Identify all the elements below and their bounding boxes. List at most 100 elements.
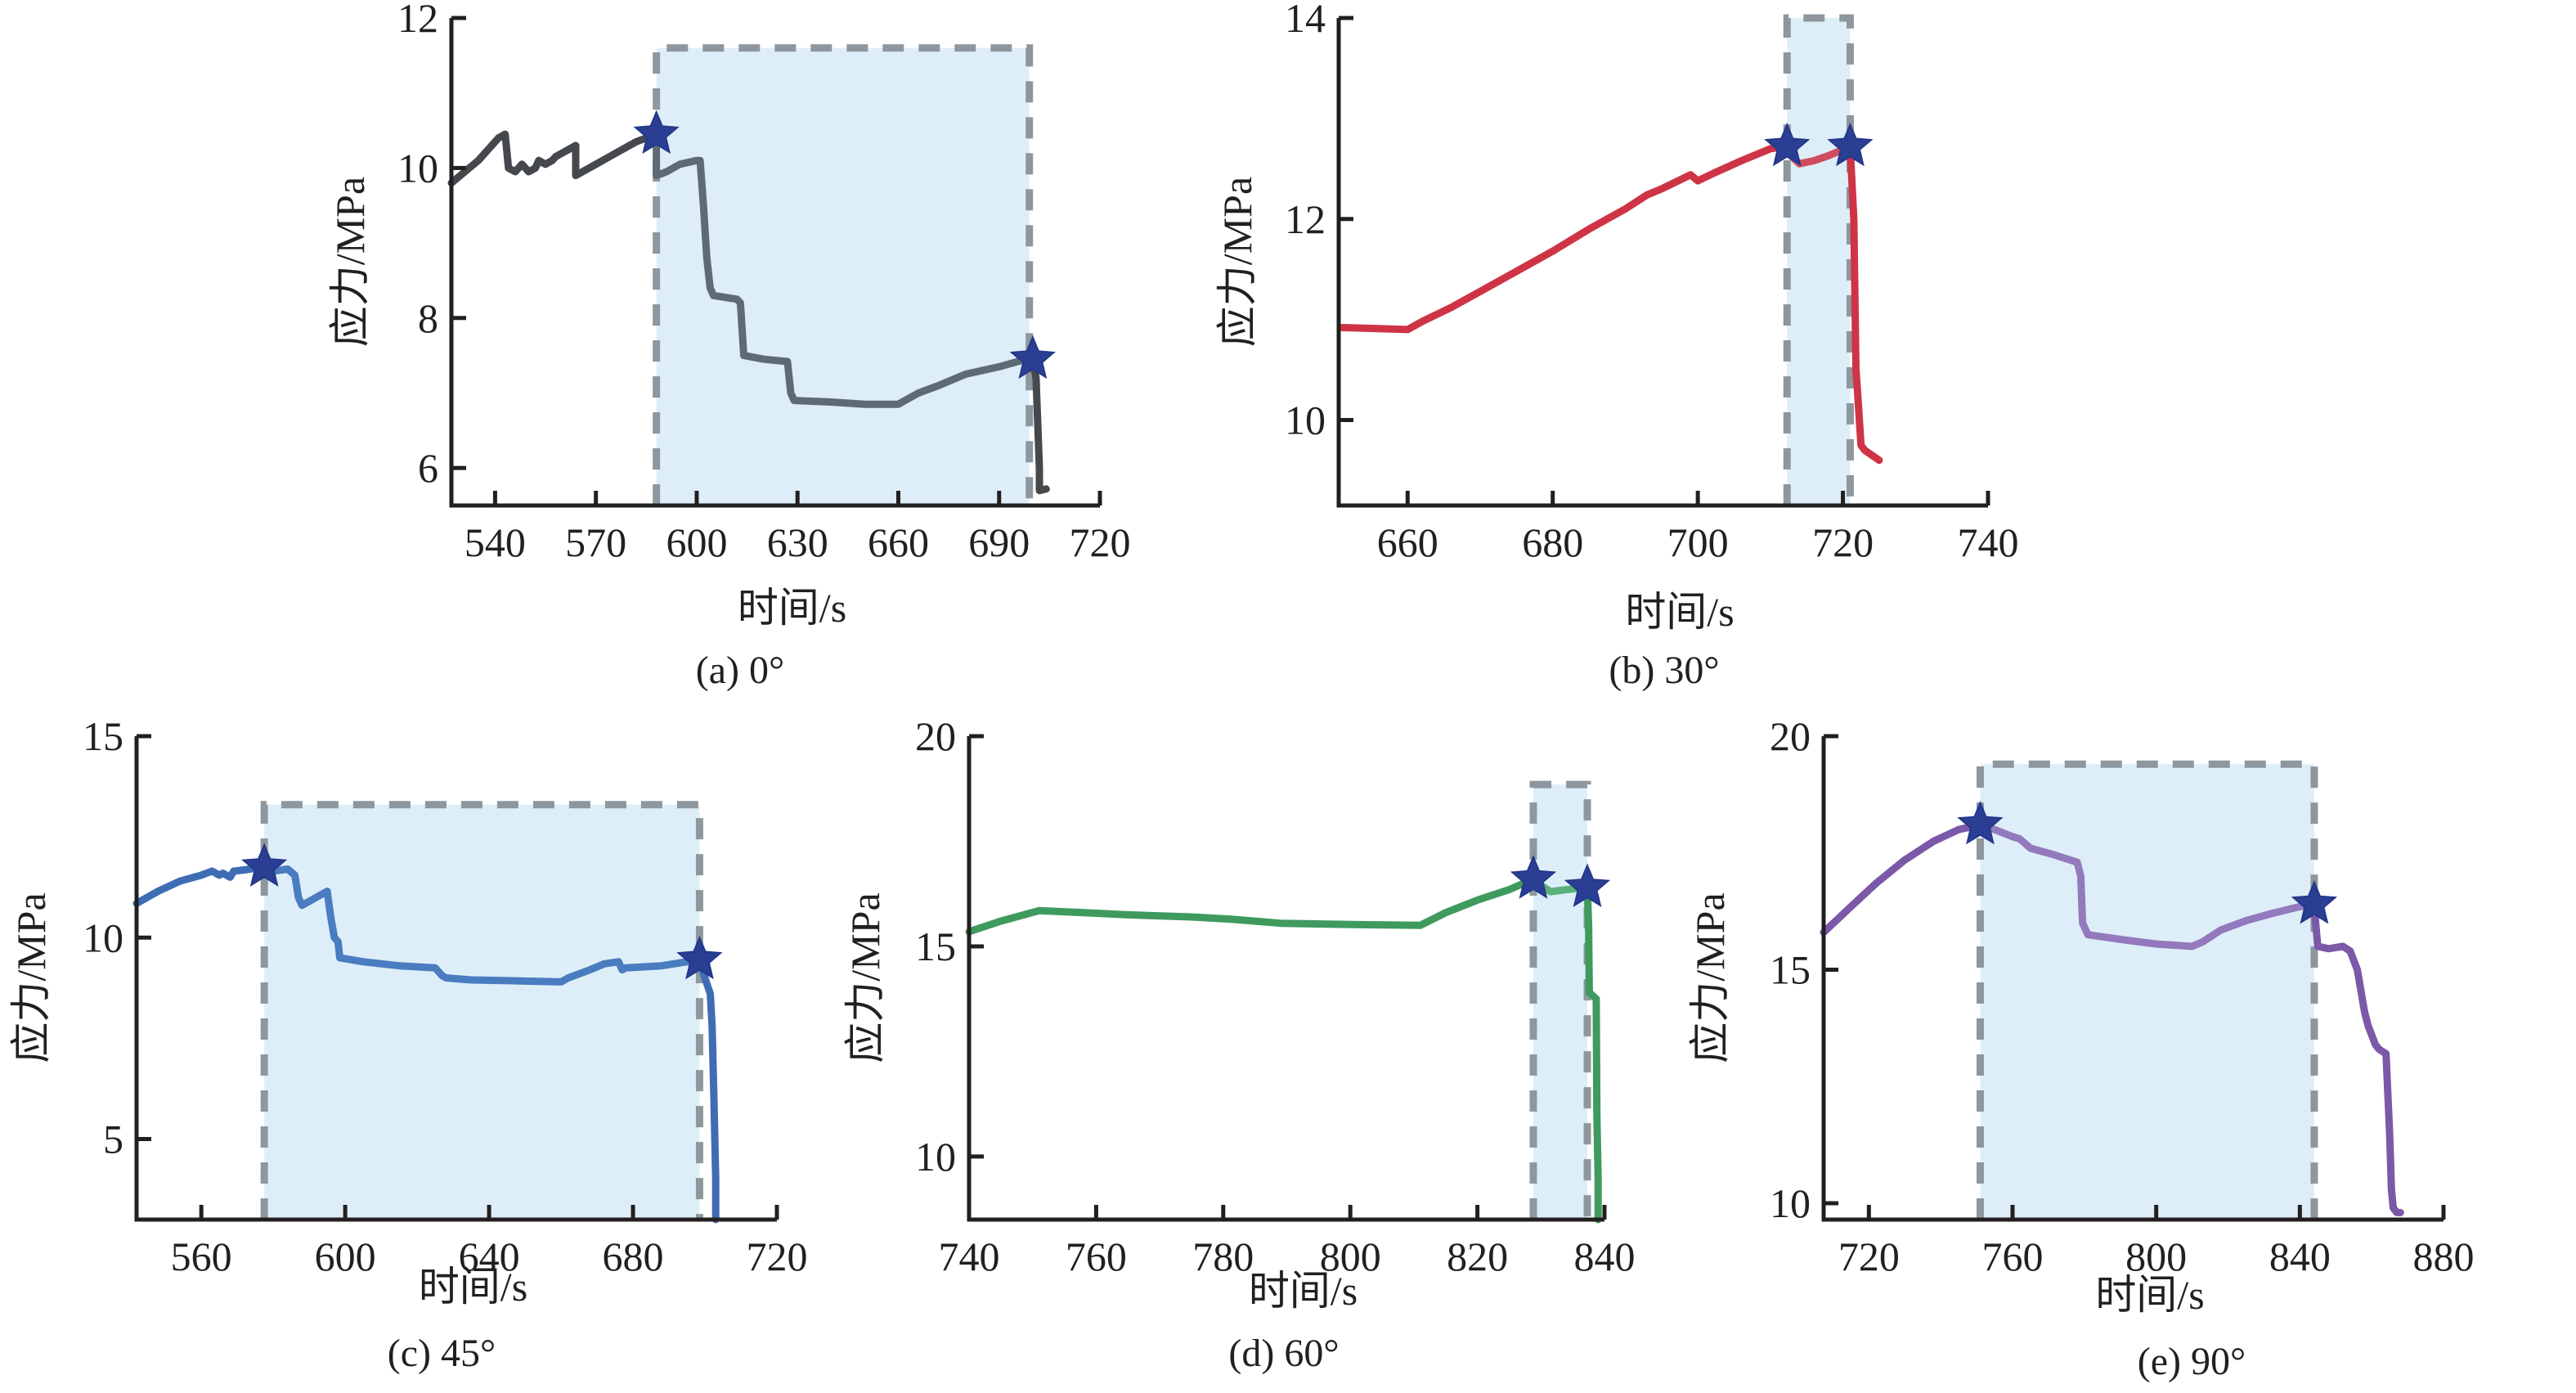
panel-caption: (e) 90° (2138, 1340, 2246, 1383)
x-tick-label: 630 (767, 519, 828, 565)
shaded-region (1787, 18, 1851, 506)
star-marker (633, 110, 680, 155)
panel-d-60-degree: 10 15 20 740 760 780 800 820 840 时间/s 应力/MPa (d) 60… (842, 713, 1636, 1375)
x-tick-label: 820 (1447, 1233, 1508, 1279)
y-tick-label: 14 (1285, 0, 1326, 41)
axes-frame (134, 736, 777, 1222)
y-axis-title: 应力/MPa (8, 892, 54, 1063)
x-tick-label: 660 (1377, 519, 1438, 565)
series-line-post (1029, 355, 1050, 495)
x-axis-title: 时间/s (419, 1264, 527, 1310)
star-marker (676, 935, 723, 980)
series-line-pre (1820, 821, 1984, 937)
series-line-window (1977, 821, 2318, 950)
axes-frame (967, 736, 1604, 1222)
x-tick-label: 640 (459, 1233, 520, 1279)
x-tick-label: 700 (1667, 519, 1729, 565)
y-tick-label: 20 (915, 713, 956, 759)
panel-caption: (a) 0° (696, 649, 784, 692)
y-tick-label: 10 (1285, 398, 1326, 443)
y-axis-title: 应力/MPa (327, 177, 373, 347)
panel-a-0-degree: 6 8 10 12 540 570 600 630 660 690 720 时间/s 应力/MPa (a)… (327, 0, 1131, 692)
panel-caption: (b) 30° (1609, 649, 1719, 692)
shaded-region (1533, 784, 1588, 1220)
x-tick-label: 600 (666, 519, 727, 565)
y-tick-label: 10 (397, 145, 438, 191)
y-tick-label: 15 (83, 713, 123, 759)
series-line-pre (965, 875, 1537, 936)
x-tick-label: 680 (603, 1233, 664, 1279)
panel-caption: (d) 60° (1228, 1332, 1339, 1375)
y-tick-label: 20 (1770, 713, 1811, 759)
axes-frame (1821, 736, 2444, 1222)
x-tick-label: 740 (939, 1233, 1000, 1279)
shaded-region (656, 47, 1030, 506)
y-tick-label: 15 (1770, 947, 1811, 993)
x-tick-label: 540 (464, 519, 526, 565)
y-tick-label: 10 (83, 914, 123, 960)
shaded-region-border (260, 801, 703, 1220)
x-tick-label: 880 (2413, 1233, 2475, 1279)
x-axis-title: 时间/s (1625, 589, 1734, 635)
x-tick-label: 720 (1838, 1233, 1900, 1279)
shaded-region-border (1529, 780, 1591, 1220)
x-tick-label: 780 (1192, 1233, 1254, 1279)
x-tick-label: 560 (171, 1233, 232, 1279)
y-tick-label: 8 (418, 295, 438, 341)
y-tick-label: 12 (1285, 196, 1326, 242)
x-tick-label: 840 (2269, 1233, 2331, 1279)
y-tick-label: 12 (397, 0, 438, 41)
axes-frame (449, 18, 1100, 508)
y-tick-label: 10 (915, 1134, 956, 1180)
star-marker (2291, 879, 2338, 924)
series-line-pre (132, 863, 268, 907)
x-tick-label: 760 (1066, 1233, 1127, 1279)
x-tick-label: 720 (747, 1233, 808, 1279)
y-tick-label: 6 (418, 445, 438, 491)
x-tick-label: 800 (1320, 1233, 1381, 1279)
x-tick-label: 800 (2125, 1233, 2187, 1279)
y-axis-title: 应力/MPa (842, 892, 888, 1063)
series-line-window (260, 863, 703, 986)
series-line-post (1583, 883, 1602, 1224)
x-tick-label: 600 (315, 1233, 376, 1279)
x-tick-label: 690 (968, 519, 1030, 565)
series-line-post (2310, 901, 2404, 1216)
x-tick-label: 680 (1522, 519, 1583, 565)
star-marker (1764, 122, 1811, 167)
series-line-post (695, 955, 720, 1224)
star-marker (1957, 800, 2004, 845)
x-axis-title: 时间/s (738, 585, 846, 631)
series-line-pre (447, 130, 661, 187)
y-tick-label: 5 (103, 1117, 123, 1162)
panel-e-90-degree: 10 15 20 720 760 800 840 880 时间/s 应力/MPa (e) 90° (1687, 713, 2475, 1383)
x-tick-label: 570 (565, 519, 626, 565)
series-line-pre (1338, 142, 1791, 334)
panel-caption: (c) 45° (388, 1332, 496, 1375)
x-tick-label: 720 (1070, 519, 1131, 565)
axes-frame (1336, 18, 1988, 508)
shaded-region-border (1976, 760, 2318, 1220)
shaded-region-border (653, 44, 1034, 506)
y-tick-label: 15 (915, 923, 956, 969)
y-axis-title: 应力/MPa (1687, 892, 1733, 1063)
star-marker (1827, 122, 1874, 167)
series-line-post (1846, 142, 1883, 465)
x-axis-title: 时间/s (2095, 1272, 2204, 1318)
star-marker (1009, 335, 1056, 380)
x-tick-label: 840 (1574, 1233, 1636, 1279)
x-tick-label: 660 (868, 519, 929, 565)
series-line-window (653, 130, 1037, 408)
y-axis-title: 应力/MPa (1214, 177, 1260, 347)
star-marker (1510, 855, 1557, 899)
panel-c-45-degree: 5 10 15 560 600 640 680 720 时间/s 应力/MPa (c) 45° (8, 713, 808, 1375)
shaded-region (264, 804, 700, 1220)
shaded-region (1980, 764, 2314, 1220)
panel-b-30-degree: 10 12 14 660 680 700 720 740 时间/s 应力/MPa (b) 30° (1214, 0, 2019, 692)
y-tick-label: 10 (1770, 1180, 1811, 1226)
x-tick-label: 760 (1982, 1233, 2044, 1279)
star-marker (1564, 863, 1611, 908)
x-tick-label: 740 (1958, 519, 2019, 565)
shaded-region-border (1783, 14, 1854, 506)
